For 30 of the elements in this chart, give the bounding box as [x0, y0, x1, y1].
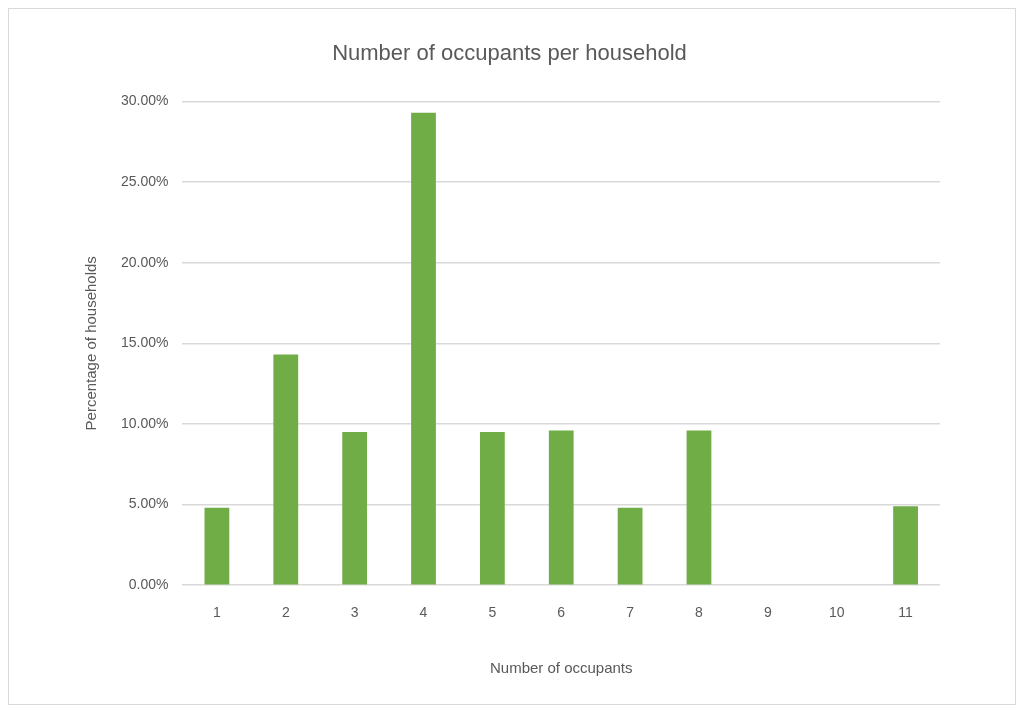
x-tick-label: 7 — [626, 604, 635, 621]
bar — [548, 430, 574, 585]
x-tick-label: 6 — [557, 604, 566, 621]
bar — [273, 354, 299, 585]
bar — [342, 432, 368, 585]
x-tick-label: 10 — [828, 604, 845, 621]
y-tick-label: 15.00% — [121, 334, 169, 351]
y-tick-label: 25.00% — [121, 172, 169, 189]
y-tick-label: 0.00% — [128, 576, 169, 593]
x-tick-label: 1 — [213, 604, 222, 621]
bar — [686, 430, 712, 585]
y-axis-title: Percentage of households — [82, 256, 100, 431]
x-tick-label: 8 — [695, 604, 704, 621]
x-tick-label: 4 — [419, 604, 428, 621]
x-tick-label: 5 — [488, 604, 497, 621]
bar — [617, 507, 643, 585]
y-tick-label: 30.00% — [121, 92, 169, 109]
x-tick-label: 3 — [350, 604, 359, 621]
x-axis-title: Number of occupants — [489, 659, 633, 677]
bar — [479, 432, 505, 585]
bar — [411, 112, 436, 585]
x-tick-label: 2 — [281, 604, 290, 621]
y-tick-label: 5.00% — [128, 495, 169, 512]
x-tick-label: 9 — [763, 604, 772, 621]
chart-title: Number of occupants per household — [332, 40, 687, 66]
x-tick-label: 11 — [898, 604, 914, 621]
bar — [893, 506, 918, 585]
y-tick-label: 10.00% — [121, 414, 169, 431]
bar — [204, 507, 230, 585]
y-tick-label: 20.00% — [121, 253, 169, 270]
